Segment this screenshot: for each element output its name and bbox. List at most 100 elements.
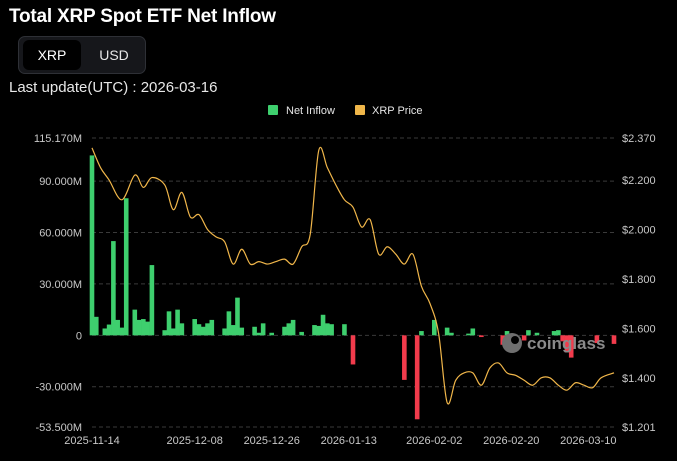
- x-tick-label: 2025-12-26: [244, 435, 300, 447]
- inflow-bar[interactable]: [239, 327, 245, 336]
- inflow-bar[interactable]: [192, 319, 197, 336]
- chart-title: Total XRP Spot ETF Net Inflow: [9, 6, 276, 27]
- inflow-bar[interactable]: [568, 335, 574, 358]
- inflow-bar[interactable]: [145, 321, 150, 336]
- inflow-bar[interactable]: [402, 335, 407, 380]
- legend-label-xrp-price[interactable]: XRP Price: [372, 105, 423, 117]
- coinglass-logo-hole: [511, 336, 519, 344]
- inflow-bar[interactable]: [350, 335, 356, 365]
- toggle-usd-button[interactable]: USD: [99, 47, 129, 63]
- x-tick-label: 2026-01-13: [321, 435, 377, 447]
- inflow-bar[interactable]: [89, 155, 95, 336]
- inflow-bar[interactable]: [256, 332, 262, 336]
- x-tick-label: 2026-02-02: [406, 435, 462, 447]
- inflow-bar[interactable]: [504, 331, 510, 336]
- x-tick-label: 2025-12-08: [167, 435, 223, 447]
- inflow-bar[interactable]: [226, 311, 232, 336]
- inflow-bar[interactable]: [282, 326, 287, 336]
- inflow-bar[interactable]: [123, 198, 129, 336]
- inflow-bar[interactable]: [162, 330, 168, 336]
- inflow-bar[interactable]: [414, 335, 420, 420]
- y-right-tick-label: $2.000: [622, 224, 656, 236]
- inflow-bar[interactable]: [209, 319, 215, 336]
- inflow-bar[interactable]: [611, 335, 617, 344]
- legend-label-net-inflow[interactable]: Net Inflow: [286, 105, 335, 117]
- inflow-bar[interactable]: [470, 328, 476, 336]
- inflow-bar[interactable]: [320, 314, 326, 336]
- inflow-bar[interactable]: [200, 326, 206, 336]
- y-left-tick-label: -30.000M: [36, 382, 82, 394]
- inflow-bar[interactable]: [594, 335, 600, 344]
- inflow-bar[interactable]: [444, 327, 450, 336]
- inflow-bar[interactable]: [521, 335, 527, 341]
- inflow-bars: [89, 155, 617, 420]
- inflow-bar[interactable]: [286, 323, 292, 336]
- last-update-text: Last update(UTC) : 2026-03-16: [9, 79, 218, 96]
- inflow-bar[interactable]: [449, 332, 454, 336]
- x-tick-label: 2025-11-14: [64, 435, 119, 447]
- inflow-bar[interactable]: [419, 331, 424, 336]
- inflow-bar[interactable]: [312, 325, 317, 336]
- inflow-bar[interactable]: [260, 323, 266, 336]
- inflow-bar[interactable]: [342, 324, 347, 336]
- inflow-bar[interactable]: [235, 297, 240, 336]
- inflow-bar[interactable]: [325, 323, 330, 336]
- inflow-bar[interactable]: [115, 319, 120, 336]
- inflow-bar[interactable]: [196, 324, 202, 336]
- inflow-bar[interactable]: [252, 326, 257, 336]
- inflow-bar[interactable]: [119, 327, 125, 336]
- inflow-bar[interactable]: [111, 241, 116, 336]
- inflow-bar[interactable]: [534, 332, 540, 336]
- inflow-bar[interactable]: [175, 309, 180, 336]
- inflow-bar[interactable]: [551, 331, 557, 336]
- x-tick-label: 2026-03-10: [560, 435, 616, 447]
- inflow-bar[interactable]: [329, 324, 334, 336]
- y-left-tick-label: 0: [76, 330, 82, 342]
- inflow-bar[interactable]: [149, 265, 155, 336]
- inflow-bar[interactable]: [170, 328, 176, 336]
- y-left-tick-label: 115.170M: [34, 133, 82, 145]
- xrp-price-line[interactable]: [91, 146, 615, 405]
- legend-swatch-net-inflow[interactable]: [268, 105, 278, 115]
- inflow-bar[interactable]: [560, 335, 565, 342]
- inflow-bar[interactable]: [316, 325, 322, 336]
- inflow-bar[interactable]: [466, 333, 471, 336]
- y-right-tick-label: $2.200: [622, 175, 656, 187]
- inflow-bar[interactable]: [136, 319, 142, 336]
- inflow-bar[interactable]: [93, 316, 99, 336]
- inflow-bar[interactable]: [132, 309, 138, 336]
- price-line-layer: [91, 146, 615, 405]
- y-left-tick-label: -53.500M: [36, 422, 82, 434]
- coinglass-logo-icon: [502, 333, 522, 353]
- inflow-bar[interactable]: [106, 324, 112, 336]
- y-left-tick-label: 90.000M: [39, 176, 82, 188]
- inflow-bar[interactable]: [166, 311, 172, 336]
- inflow-bar[interactable]: [141, 319, 146, 336]
- coinglass-watermark: coinglass: [502, 333, 605, 353]
- inflow-bar[interactable]: [179, 323, 185, 336]
- y-left-tick-label: 30.000M: [39, 279, 82, 291]
- inflow-bar[interactable]: [431, 319, 437, 336]
- inflow-bar[interactable]: [205, 323, 210, 336]
- inflow-bar[interactable]: [556, 330, 561, 336]
- y-right-tick-label: $2.370: [622, 133, 656, 145]
- y-right-tick-label: $1.600: [622, 323, 656, 335]
- inflow-bar[interactable]: [230, 325, 236, 336]
- axis-labels: 115.170M 90.000M 60.000M 30.000M 0 -30.000M -5…: [34, 133, 656, 447]
- inflow-bar[interactable]: [564, 335, 570, 353]
- watermark-text: coinglass: [527, 334, 605, 353]
- inflow-bar[interactable]: [526, 330, 531, 336]
- inflow-bar[interactable]: [479, 335, 484, 338]
- legend-swatch-xrp-price[interactable]: [355, 105, 365, 115]
- x-tick-label: 2026-02-20: [483, 435, 539, 447]
- currency-toggle: XRP USD: [18, 36, 146, 74]
- inflow-bar[interactable]: [102, 328, 108, 336]
- legend: Net Inflow XRP Price: [268, 105, 423, 117]
- y-right-tick-label: $1.800: [622, 274, 656, 286]
- toggle-xrp-button[interactable]: XRP: [23, 40, 81, 70]
- inflow-bar[interactable]: [269, 332, 275, 336]
- inflow-bar[interactable]: [290, 319, 296, 336]
- inflow-bar[interactable]: [222, 328, 227, 336]
- inflow-bar[interactable]: [299, 331, 304, 336]
